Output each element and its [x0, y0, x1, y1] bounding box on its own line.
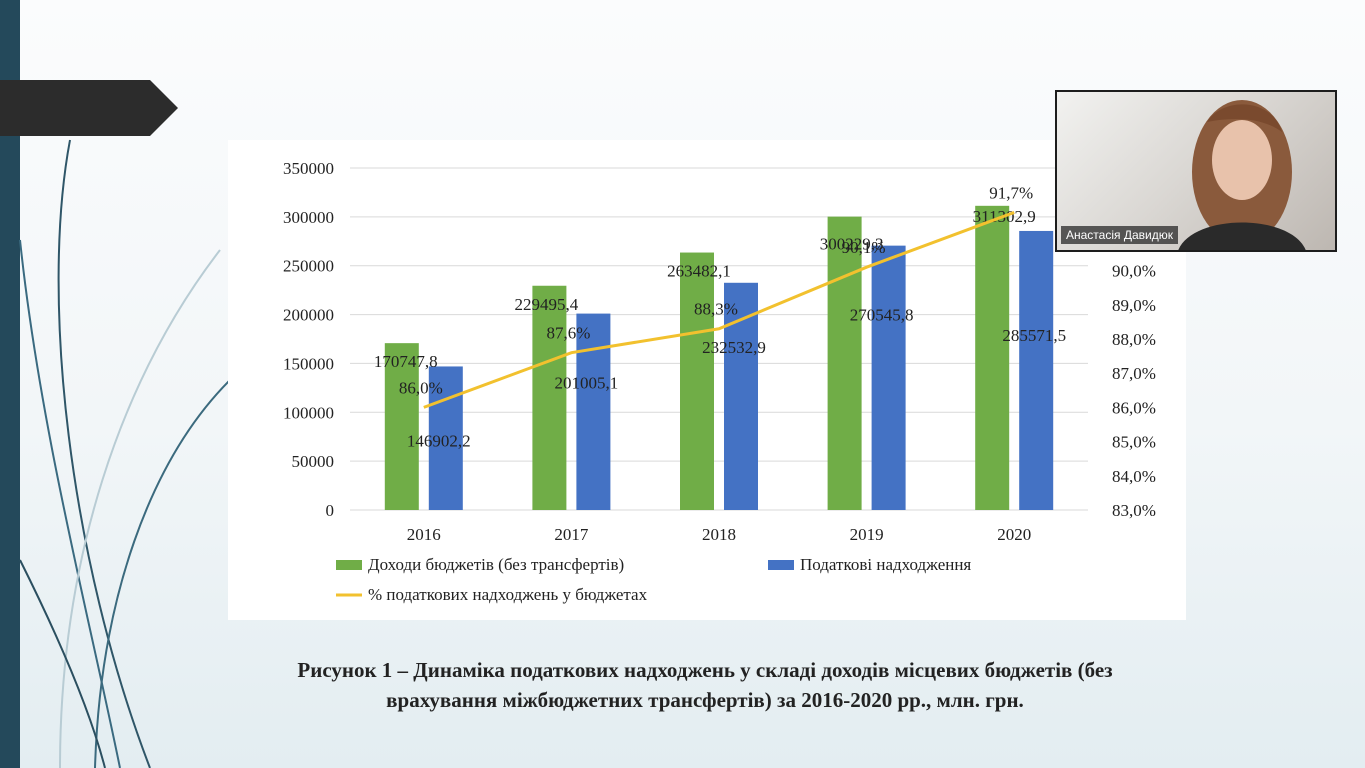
y-right-tick-label: 88,0% — [1112, 330, 1156, 349]
percent-line — [423, 211, 1015, 409]
legend-swatch — [768, 560, 794, 570]
revenue-data-label: 229495,4 — [515, 295, 579, 314]
bar-tax — [871, 245, 906, 510]
y-left-tick-label: 200000 — [283, 306, 334, 325]
y-left-tick-label: 250000 — [283, 257, 334, 276]
x-tick-label: 2016 — [407, 525, 441, 544]
x-tick-label: 2018 — [702, 525, 736, 544]
bar-revenue — [532, 285, 567, 510]
caption-line-1: Рисунок 1 – Динаміка податкових надходже… — [297, 658, 1113, 682]
y-left-tick-label: 350000 — [283, 159, 334, 178]
legend-swatch — [336, 560, 362, 570]
revenue-data-label: 300229,3 — [820, 235, 884, 254]
tax-data-label: 232532,9 — [702, 338, 766, 357]
caption-line-2: врахування міжбюджетних трансфертів) за … — [386, 688, 1024, 712]
bar-tax — [428, 366, 463, 510]
bar-tax — [576, 313, 611, 510]
legend-label: % податкових надходжень у бюджетах — [368, 585, 648, 604]
percent-data-label: 86,0% — [399, 378, 443, 397]
y-left-tick-label: 100000 — [283, 403, 334, 422]
legend-label: Доходи бюджетів (без трансфертів) — [368, 555, 624, 574]
revenue-data-label: 170747,8 — [374, 352, 438, 371]
tax-data-label: 146902,2 — [407, 431, 471, 450]
y-right-tick-label: 85,0% — [1112, 433, 1156, 452]
bar-revenue — [975, 205, 1010, 510]
bar-revenue — [680, 252, 714, 510]
y-right-tick-label: 87,0% — [1112, 364, 1156, 383]
tax-data-label: 270545,8 — [850, 306, 914, 325]
y-left-tick-label: 0 — [326, 501, 335, 520]
slide-banner-arrow — [0, 80, 178, 136]
participant-avatar-icon — [1178, 100, 1306, 250]
percent-data-label: 87,6% — [546, 324, 590, 343]
y-left-tick-label: 300000 — [283, 208, 334, 227]
y-right-tick-label: 84,0% — [1112, 467, 1156, 486]
tax-data-label: 285571,5 — [1002, 326, 1066, 345]
legend-label: Податкові надходження — [800, 555, 971, 574]
x-tick-label: 2020 — [997, 525, 1031, 544]
y-left-tick-label: 150000 — [283, 354, 334, 373]
y-right-tick-label: 83,0% — [1112, 501, 1156, 520]
y-right-tick-label: 89,0% — [1112, 296, 1156, 315]
y-left-tick-label: 50000 — [292, 452, 335, 471]
y-right-tick-label: 90,0% — [1112, 262, 1156, 281]
percent-data-label: 91,7% — [989, 183, 1033, 202]
participant-name: Анастасія Давидюк — [1061, 226, 1178, 244]
percent-data-label: 90,1% — [842, 238, 886, 257]
tax-data-label: 201005,1 — [555, 374, 619, 393]
bar-revenue — [827, 216, 862, 510]
revenue-data-label: 263482,1 — [667, 262, 731, 281]
bar-tax — [1019, 230, 1054, 510]
x-tick-label: 2019 — [850, 525, 884, 544]
percent-data-label: 88,3% — [694, 300, 738, 319]
decorative-curves — [19, 139, 231, 768]
slide-left-bar — [0, 0, 20, 768]
figure-caption: Рисунок 1 – Динаміка податкових надходже… — [150, 655, 1260, 715]
chart-panel: 0 50000 100000 150000 200000 250000 300000 3500… — [228, 140, 1186, 620]
x-tick-label: 2017 — [554, 525, 589, 544]
y-right-tick-label: 86,0% — [1112, 398, 1156, 417]
bar-revenue — [384, 343, 419, 510]
combo-chart: 0 50000 100000 150000 200000 250000 300000 3500… — [283, 159, 1156, 604]
participant-video-tile[interactable]: Анастасія Давидюк — [1055, 90, 1337, 252]
